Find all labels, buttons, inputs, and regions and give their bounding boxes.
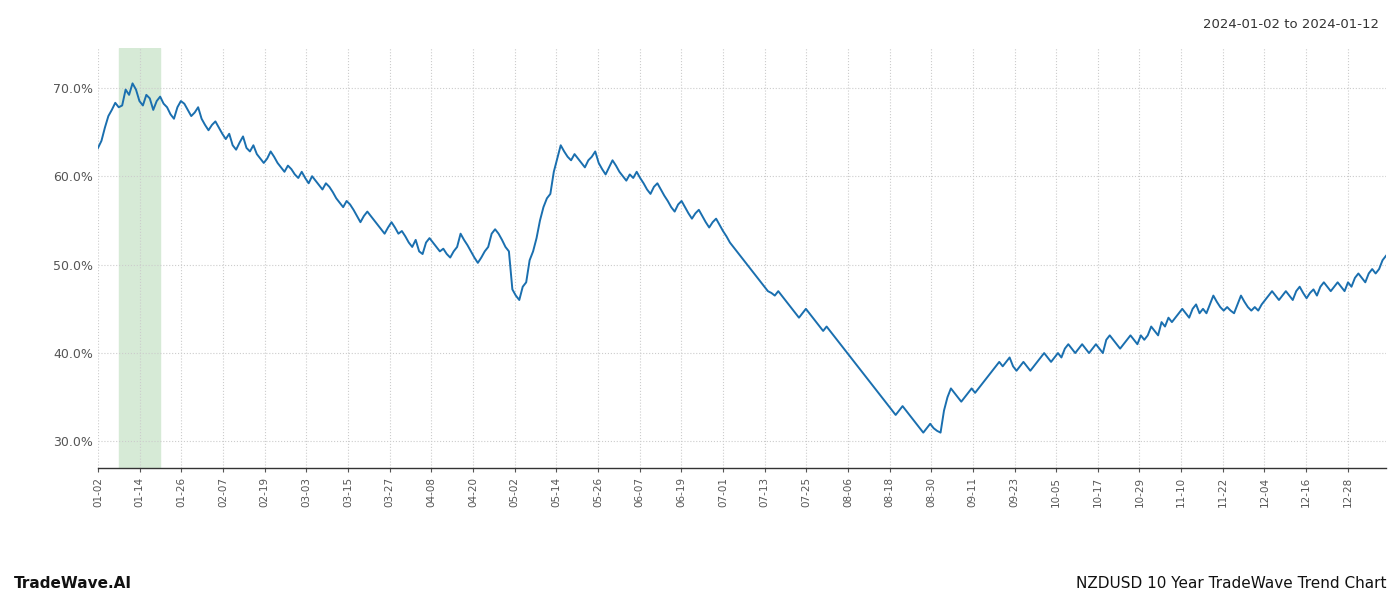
Text: TradeWave.AI: TradeWave.AI xyxy=(14,576,132,591)
Text: 2024-01-02 to 2024-01-12: 2024-01-02 to 2024-01-12 xyxy=(1203,18,1379,31)
Text: NZDUSD 10 Year TradeWave Trend Chart: NZDUSD 10 Year TradeWave Trend Chart xyxy=(1075,576,1386,591)
Bar xyxy=(119,48,161,468)
